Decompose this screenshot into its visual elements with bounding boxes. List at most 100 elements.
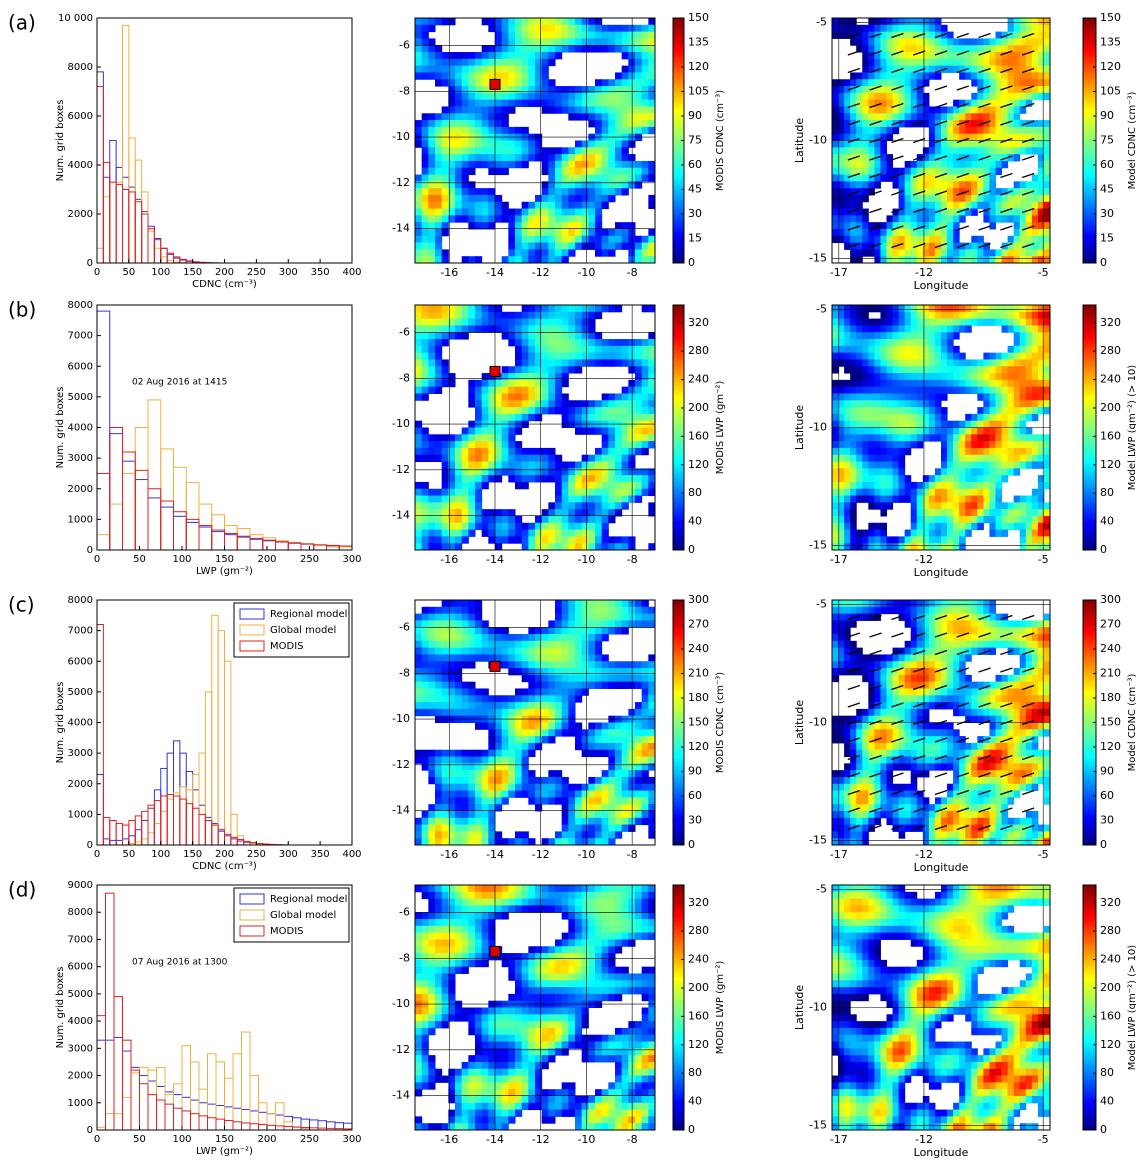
map-cell [971,509,978,517]
map-cell [1019,72,1027,80]
map-cell [977,38,984,46]
map-cell [481,311,489,320]
map-cell [595,194,603,203]
map-cell [421,235,429,244]
map-cell [601,140,609,148]
map-cell [1037,92,1045,101]
map-cell [635,167,643,176]
map-cell [868,45,875,53]
map-cell [892,407,900,415]
map-cell [415,126,423,135]
map-cell [1007,154,1015,162]
map-cell [648,201,656,210]
map-cell [922,24,930,33]
map-cell [898,201,906,210]
map-cell [568,407,576,415]
map-cell [415,24,423,33]
map-cell [575,113,583,121]
map-cell [904,235,912,244]
map-cell [977,522,984,531]
wind-arrow [934,32,948,39]
map-cell [850,502,857,510]
map-cell [832,181,839,189]
map-cell [934,215,942,223]
map-cell [415,373,423,381]
map-cell [435,72,443,80]
map-cell [601,509,609,517]
histogram-bar [96,534,111,551]
map-cell [965,420,972,428]
map-cell [415,181,423,189]
map-cell [635,113,643,121]
map-cell [892,65,900,73]
map-cell [995,502,1003,510]
map-cell [468,502,476,510]
map-cell [862,352,869,360]
map-cell [561,249,569,257]
map-cell [904,339,912,347]
map-cell [495,126,503,135]
map-cell [615,454,623,463]
map-cell [874,52,881,60]
map-cell [916,106,924,114]
map-cell [635,339,643,347]
map-cell [448,770,456,778]
map-cell [856,543,863,551]
map-cell [588,188,596,196]
map-cell [608,235,616,244]
map-cell [1007,72,1015,80]
wind-arrow [869,225,882,231]
map-cell [555,379,563,388]
map-cell [965,106,972,114]
map-cell [421,160,429,169]
map-cell [928,249,936,257]
map-cell [832,106,839,114]
map-cell [1043,31,1051,39]
map-cell [535,38,543,46]
histogram-bar [249,534,264,551]
map-cell [1031,120,1039,128]
map-cell [934,434,942,442]
map-cell [595,413,603,422]
map-cell [953,167,960,176]
map-cell [515,52,523,60]
map-cell [856,160,863,169]
map-cell [455,311,463,320]
map-cell [621,154,629,162]
map-cell [548,311,556,320]
map-cell [1031,92,1039,101]
map-cell [441,468,449,476]
map-cell [880,475,887,483]
map-cell [548,529,556,537]
map-cell [880,509,887,517]
map-cell [601,359,609,367]
map-cell [568,488,576,497]
map-cell [868,222,875,230]
map-cell [886,72,894,80]
map-cell [501,113,509,121]
map-cell [448,613,456,621]
map-cell [615,475,623,483]
map-cell [953,147,960,155]
wind-arrow [1021,120,1035,126]
wind-arrow [869,120,882,126]
map-cell [1007,441,1015,449]
map-cell [488,106,496,114]
map-cell [862,427,869,435]
map-cell [428,305,436,313]
map-cell [648,427,656,435]
map-cell [541,194,549,203]
map-cell [959,420,966,428]
map-cell [581,242,589,250]
map-cell [468,140,476,148]
map-cell [595,359,603,367]
map-cell [581,228,589,237]
map-cell [568,45,576,53]
map-cell [868,113,875,121]
map-cell [886,352,894,360]
map-cell [928,45,936,53]
map-cell [441,120,449,128]
map-cell [635,106,643,114]
map-cell [977,99,984,107]
map-cell [588,154,596,162]
